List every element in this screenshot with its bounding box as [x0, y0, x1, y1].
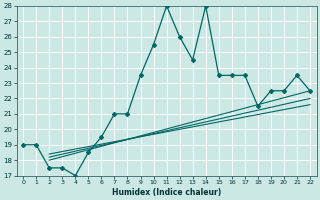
X-axis label: Humidex (Indice chaleur): Humidex (Indice chaleur) [112, 188, 221, 197]
